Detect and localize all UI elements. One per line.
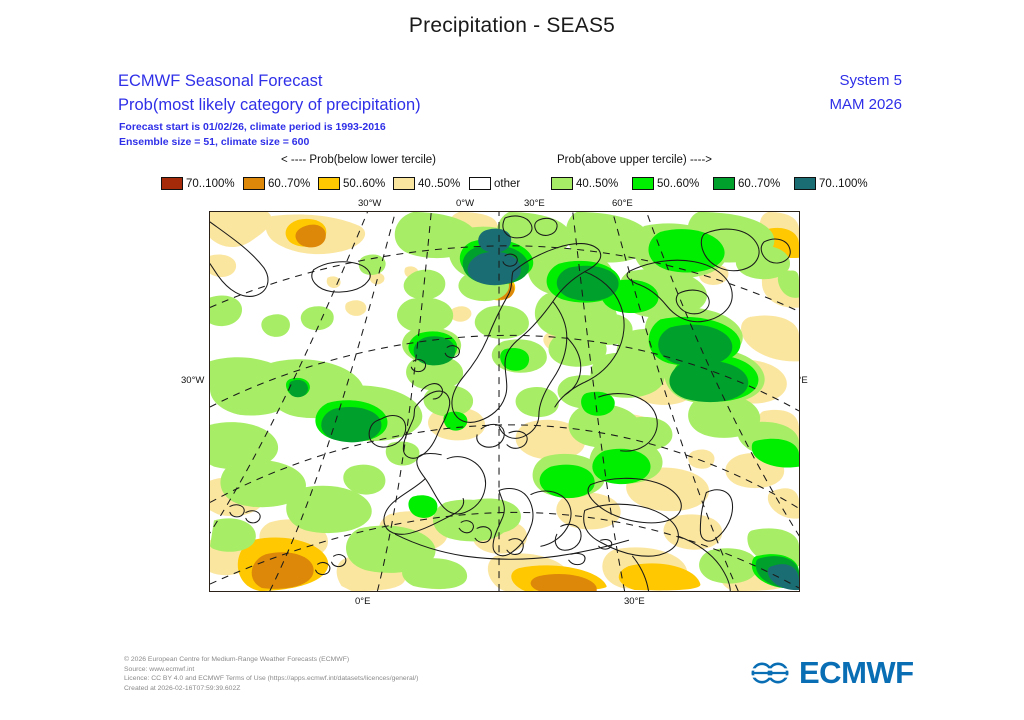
legend-swatch bbox=[469, 177, 491, 190]
legend-label: 50..60% bbox=[657, 177, 700, 190]
system-label: System 5 bbox=[839, 72, 902, 89]
coastlines bbox=[210, 215, 791, 591]
footer-copyright: © 2026 European Centre for Medium-Range … bbox=[124, 656, 350, 663]
legend-swatch bbox=[551, 177, 573, 190]
legend-swatch bbox=[794, 177, 816, 190]
ecmwf-logo-text: ECMWF bbox=[799, 655, 914, 690]
page-title: Precipitation - SEAS5 bbox=[408, 14, 616, 37]
forecast-map[interactable] bbox=[209, 211, 800, 592]
legend: 70..100% 60..70% 50..60% 40..50% other 4… bbox=[0, 177, 1024, 195]
axis-label-bottom-30e: 30°E bbox=[624, 596, 645, 607]
season-label: MAM 2026 bbox=[829, 96, 902, 113]
footer-licence: Licence: CC BY 4.0 and ECMWF Terms of Us… bbox=[124, 675, 419, 683]
legend-label: 40..50% bbox=[418, 177, 461, 190]
legend-swatch bbox=[243, 177, 265, 190]
legend-caption-above: Prob(above upper tercile) ----> bbox=[557, 154, 712, 166]
legend-label: 70..100% bbox=[819, 177, 868, 190]
legend-item-other: other bbox=[469, 177, 520, 190]
legend-item-above-70-100: 70..100% bbox=[794, 177, 868, 190]
legend-swatch bbox=[318, 177, 340, 190]
legend-item-below-70-100: 70..100% bbox=[161, 177, 235, 190]
footer-created: Created at 2026-02-16T07:59:39.602Z bbox=[124, 684, 241, 692]
legend-label: 50..60% bbox=[343, 177, 386, 190]
legend-label: 60..70% bbox=[738, 177, 781, 190]
axis-label-bottom-0e: 0°E bbox=[355, 596, 371, 607]
ecmwf-logo: ECMWF bbox=[748, 655, 914, 691]
legend-label: other bbox=[494, 177, 521, 190]
legend-label: 70..100% bbox=[186, 177, 235, 190]
legend-item-above-60-70: 60..70% bbox=[713, 177, 780, 190]
legend-label: 60..70% bbox=[268, 177, 311, 190]
forecast-start-info: Forecast start is 01/02/26, climate peri… bbox=[119, 121, 386, 133]
graticule bbox=[210, 212, 799, 591]
axis-label-top-60e: 60°E bbox=[612, 198, 633, 209]
footer: © 2026 European Centre for Medium-Range … bbox=[124, 655, 418, 693]
forecast-heading: ECMWF Seasonal Forecast bbox=[118, 72, 323, 90]
legend-swatch bbox=[161, 177, 183, 190]
legend-item-above-50-60: 50..60% bbox=[632, 177, 699, 190]
axis-label-top-30e: 30°E bbox=[524, 198, 545, 209]
legend-item-below-40-50: 40..50% bbox=[393, 177, 460, 190]
axis-label-top-0w: 0°W bbox=[456, 198, 475, 209]
legend-item-below-50-60: 50..60% bbox=[318, 177, 385, 190]
legend-swatch bbox=[393, 177, 415, 190]
legend-swatch bbox=[632, 177, 654, 190]
ecmwf-logo-icon bbox=[750, 662, 792, 684]
axis-label-left-30w: 30°W bbox=[181, 375, 205, 386]
legend-captions: < ---- Prob(below lower tercile) Prob(ab… bbox=[0, 154, 1024, 170]
legend-item-below-60-70: 60..70% bbox=[243, 177, 310, 190]
legend-caption-below: < ---- Prob(below lower tercile) bbox=[281, 154, 436, 166]
shade-above-70-100 bbox=[467, 228, 799, 591]
map-canvas bbox=[210, 212, 799, 591]
ensemble-info: Ensemble size = 51, climate size = 600 bbox=[119, 136, 310, 148]
legend-label: 40..50% bbox=[576, 177, 619, 190]
legend-swatch bbox=[713, 177, 735, 190]
legend-item-above-40-50: 40..50% bbox=[551, 177, 618, 190]
footer-source: Source: www.ecmwf.int bbox=[124, 665, 195, 673]
axis-label-top-30w: 30°W bbox=[358, 198, 382, 209]
forecast-subheading: Prob(most likely category of precipitati… bbox=[118, 96, 421, 114]
